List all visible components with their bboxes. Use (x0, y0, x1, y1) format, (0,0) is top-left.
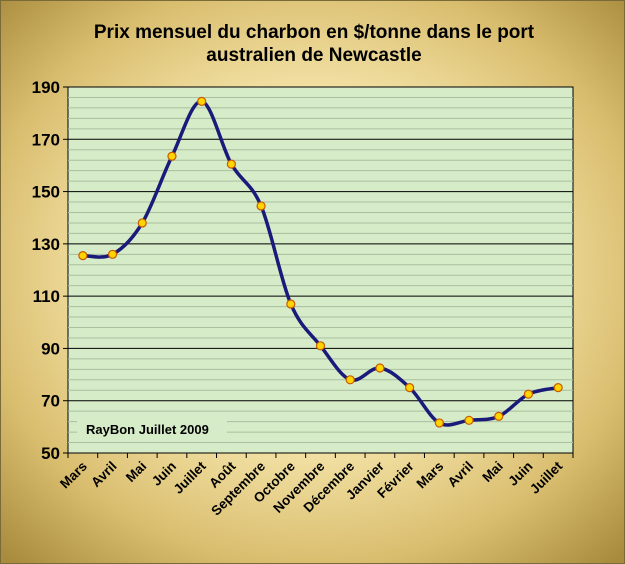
data-point (226, 159, 236, 169)
data-point (167, 151, 177, 161)
x-tick-label: Juillet (171, 458, 210, 497)
data-point (494, 411, 504, 421)
data-point (345, 375, 355, 385)
minor-gridlines (68, 96, 573, 444)
data-point (553, 383, 563, 393)
y-tick-label: 150 (32, 183, 60, 202)
x-tick-label: Mars (57, 459, 90, 492)
data-point (197, 96, 207, 106)
x-tick-label: Mai (479, 459, 506, 486)
y-tick-label: 50 (41, 444, 60, 463)
data-point (286, 299, 296, 309)
series-line (82, 99, 559, 427)
x-tick-label: Mars (414, 459, 447, 492)
x-tick-label: Avril (445, 459, 476, 490)
data-point (523, 389, 534, 399)
chart-title-line-2: australien de Newcastle (206, 45, 421, 66)
annotation-box (77, 417, 227, 441)
data-point (405, 383, 415, 393)
y-axis-ticks: 50 70 90 110 130 150 170 190 (32, 78, 60, 463)
chart-title-line-1: Prix mensuel du charbon en $/tonne dans … (94, 22, 535, 43)
y-tick-label: 190 (32, 78, 60, 97)
data-points (78, 96, 563, 428)
data-point (107, 249, 118, 259)
y-tick-label: 170 (32, 130, 60, 149)
data-point (137, 218, 147, 228)
data-point (434, 418, 444, 428)
annotation-text: RayBon Juillet 2009 (86, 422, 209, 437)
y-tick-label: 70 (41, 392, 60, 411)
y-tick-label: 90 (41, 339, 60, 358)
data-point (315, 341, 326, 351)
plot-area (67, 86, 574, 454)
data-point (464, 415, 474, 425)
data-point (78, 251, 88, 261)
data-point (375, 363, 385, 373)
x-tick-label: Avril (88, 459, 119, 490)
y-tick-label: 110 (33, 287, 60, 306)
x-tick-label: Mai (123, 459, 150, 486)
y-tick-label: 130 (32, 235, 60, 254)
x-tick-label: Juillet (527, 458, 566, 497)
data-point (256, 201, 266, 211)
